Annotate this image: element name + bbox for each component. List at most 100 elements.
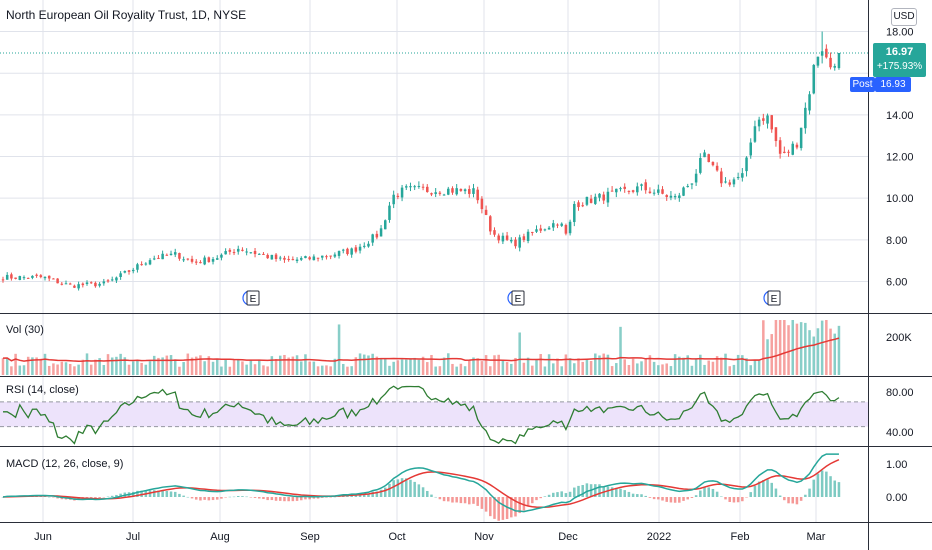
macd-histogram-bar bbox=[804, 494, 807, 497]
candle-body bbox=[26, 277, 30, 279]
volume-bar bbox=[5, 357, 9, 375]
candle-body bbox=[476, 189, 479, 201]
rsi-line-group bbox=[3, 385, 840, 445]
volume-bar bbox=[732, 364, 736, 375]
candle-body bbox=[249, 252, 253, 254]
volume-bar bbox=[636, 363, 639, 375]
macd-histogram-bar bbox=[468, 497, 471, 505]
candle-body bbox=[18, 276, 22, 280]
macd-histogram-bar bbox=[312, 497, 316, 499]
candle-body bbox=[463, 189, 467, 192]
volume-bar bbox=[594, 353, 597, 375]
volume-bar bbox=[169, 355, 173, 375]
candle-body bbox=[10, 274, 13, 279]
candle-body bbox=[60, 283, 64, 285]
candle-body bbox=[367, 243, 370, 247]
macd-axis-tick-label: 0.00 bbox=[886, 492, 907, 504]
candle-body bbox=[451, 188, 454, 193]
candle-body bbox=[804, 107, 807, 129]
macd-histogram-bar bbox=[648, 497, 652, 498]
candle-body bbox=[438, 192, 442, 194]
macd-histogram-bar bbox=[812, 479, 816, 497]
volume-bar bbox=[245, 364, 248, 375]
macd-histogram-bar bbox=[762, 480, 765, 497]
macd-histogram-bar bbox=[472, 497, 475, 504]
volume-bar bbox=[342, 363, 345, 375]
candle-body bbox=[119, 273, 122, 277]
candle-body bbox=[329, 255, 332, 257]
candle-body bbox=[661, 189, 664, 194]
volume-bar bbox=[186, 353, 190, 375]
macd-histogram-bar bbox=[94, 497, 97, 499]
candle-body bbox=[299, 258, 303, 260]
macd-histogram-bar bbox=[52, 497, 55, 498]
candle-body bbox=[396, 195, 400, 197]
volume-bar bbox=[316, 366, 320, 375]
volume-bar bbox=[257, 359, 261, 375]
volume-bar bbox=[699, 354, 702, 375]
macd-histogram-bar bbox=[358, 494, 362, 497]
volume-bar bbox=[585, 359, 589, 375]
macd-histogram-bar bbox=[497, 497, 500, 521]
rsi-shaded-band bbox=[0, 401, 868, 427]
candle-body bbox=[694, 173, 698, 183]
macd-histogram-bar bbox=[152, 490, 156, 497]
macd-histogram-bar bbox=[720, 496, 723, 497]
volume-bar bbox=[652, 361, 656, 375]
volume-bar bbox=[241, 361, 244, 375]
macd-histogram-bar bbox=[514, 497, 517, 517]
volume-bar bbox=[489, 366, 492, 375]
candle-body bbox=[190, 258, 194, 262]
candle-body bbox=[560, 223, 563, 226]
macd-histogram-bar bbox=[753, 485, 757, 497]
volume-bar bbox=[808, 330, 811, 375]
macd-histogram-bar bbox=[320, 497, 324, 498]
volume-bar bbox=[253, 364, 257, 375]
macd-histogram-bar bbox=[783, 497, 786, 501]
candle-body bbox=[598, 193, 601, 198]
macd-histogram-bar bbox=[211, 497, 215, 501]
candle-body bbox=[245, 251, 248, 253]
volume-bars bbox=[1, 320, 841, 375]
volume-bar bbox=[270, 356, 274, 375]
macd-histogram-bar bbox=[304, 497, 307, 500]
volume-bar bbox=[329, 366, 332, 375]
candle-body bbox=[354, 247, 358, 252]
volume-bar bbox=[400, 359, 404, 375]
macd-histogram-bar bbox=[295, 497, 299, 501]
volume-bar bbox=[749, 365, 752, 375]
candle-body bbox=[640, 184, 643, 186]
volume-bar bbox=[64, 362, 68, 375]
candle-body bbox=[699, 157, 702, 173]
currency-button[interactable]: USD bbox=[891, 8, 917, 26]
macd-histogram-bar bbox=[316, 497, 320, 499]
volume-bar bbox=[287, 357, 290, 375]
macd-histogram-bar bbox=[825, 471, 828, 497]
volume-bar bbox=[661, 364, 664, 375]
volume-bar bbox=[367, 355, 370, 375]
macd-histogram-bar bbox=[808, 488, 811, 497]
volume-bar bbox=[430, 354, 433, 375]
volume-bar bbox=[165, 355, 169, 375]
macd-histogram-bar bbox=[165, 490, 169, 497]
macd-histogram-bar bbox=[186, 496, 190, 498]
candle-body bbox=[791, 143, 795, 155]
macd-histogram-bar bbox=[703, 486, 706, 497]
candle-body bbox=[736, 177, 740, 179]
candle-body bbox=[468, 189, 471, 194]
volume-bar bbox=[564, 354, 568, 375]
candle-body bbox=[384, 220, 387, 230]
volume-bar bbox=[350, 366, 353, 375]
candle-body bbox=[690, 183, 694, 185]
volume-bar bbox=[602, 353, 605, 375]
volume-bar bbox=[510, 363, 513, 375]
earnings-box bbox=[511, 290, 525, 306]
time-axis-tick-label: Nov bbox=[474, 531, 494, 543]
volume-bar bbox=[194, 356, 198, 375]
volume-bar bbox=[451, 363, 454, 375]
volume-bar bbox=[778, 320, 782, 375]
volume-bar bbox=[35, 357, 38, 375]
earnings-box bbox=[767, 290, 781, 306]
candle-body bbox=[623, 186, 626, 189]
